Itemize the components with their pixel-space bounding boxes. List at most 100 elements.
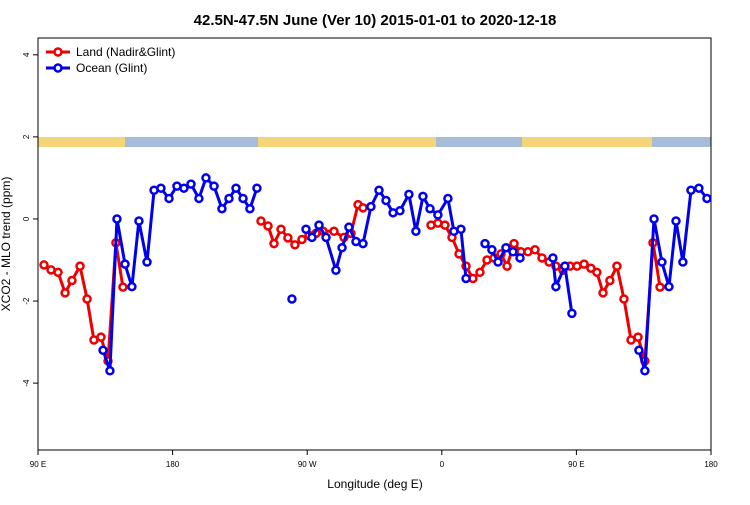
data-point xyxy=(331,265,341,276)
data-point xyxy=(358,238,368,249)
data-point xyxy=(657,257,667,267)
data-point xyxy=(224,193,234,204)
data-point xyxy=(186,179,196,189)
data-point xyxy=(433,210,443,220)
x-tick-label: 0 xyxy=(440,460,445,469)
data-point xyxy=(120,259,130,269)
legend-label: Ocean (Glint) xyxy=(76,61,147,75)
data-point xyxy=(461,273,471,284)
data-point xyxy=(598,288,608,298)
data-point xyxy=(75,261,85,271)
x-axis-label: Longitude (deg E) xyxy=(327,477,422,491)
y-tick-label: 0 xyxy=(22,216,31,221)
data-point xyxy=(314,220,324,230)
data-point xyxy=(487,244,497,255)
data-point xyxy=(127,281,137,292)
data-point xyxy=(329,226,339,237)
data-point xyxy=(456,224,466,234)
data-point xyxy=(179,183,189,193)
y-axis-label: XCO2 - MLO trend (ppm) xyxy=(0,177,13,312)
data-point xyxy=(454,249,464,259)
data-point xyxy=(671,216,681,226)
data-point xyxy=(501,242,511,253)
x-tick-label: 180 xyxy=(166,460,180,469)
data-point xyxy=(142,257,152,267)
data-point xyxy=(98,345,108,356)
data-point xyxy=(307,232,317,243)
data-point xyxy=(209,181,219,191)
data-point xyxy=(619,294,629,304)
chart-title: 42.5N-47.5N June (Ver 10) 2015-01-01 to … xyxy=(194,12,557,29)
data-point xyxy=(509,238,519,249)
x-tick-label: 90 E xyxy=(30,460,46,469)
data-point xyxy=(418,191,428,202)
data-point xyxy=(164,193,174,204)
data-point xyxy=(321,232,331,243)
data-point xyxy=(381,195,391,206)
data-point xyxy=(39,260,49,270)
data-point xyxy=(480,238,490,249)
data-point xyxy=(194,193,204,204)
data-point xyxy=(238,193,248,204)
data-point xyxy=(217,203,227,214)
data-point xyxy=(515,253,525,263)
data-point xyxy=(105,366,115,376)
data-point xyxy=(655,282,665,292)
land-ocean-strip xyxy=(38,137,711,147)
x-tick-label: 90 E xyxy=(568,460,584,469)
data-point xyxy=(502,261,512,271)
y-tick-label: -4 xyxy=(22,379,31,387)
data-point xyxy=(82,294,92,304)
data-point xyxy=(640,366,650,376)
data-point xyxy=(508,247,518,257)
data-point xyxy=(358,203,368,213)
y-tick-label: 2 xyxy=(22,134,31,139)
data-point xyxy=(560,261,570,271)
data-point xyxy=(411,226,421,237)
data-point xyxy=(112,214,122,224)
data-point xyxy=(475,267,485,278)
plot-frame xyxy=(37,37,712,451)
data-point xyxy=(551,281,561,292)
data-point xyxy=(201,173,211,183)
data-point xyxy=(96,332,106,342)
data-point xyxy=(53,267,63,278)
data-point xyxy=(530,244,540,255)
data-point xyxy=(493,257,503,267)
data-point xyxy=(374,185,384,195)
data-point xyxy=(297,234,307,245)
data-point xyxy=(67,275,77,286)
data-point xyxy=(633,332,643,342)
data-point xyxy=(605,275,615,286)
data-point xyxy=(256,216,266,226)
data-point xyxy=(263,221,273,231)
y-tick-label: 4 xyxy=(22,52,31,57)
data-point xyxy=(231,183,241,193)
data-point xyxy=(290,240,300,250)
data-point xyxy=(301,224,311,234)
data-point xyxy=(404,189,414,200)
y-tick-label: -2 xyxy=(22,297,31,305)
x-tick-label: 90 W xyxy=(298,460,317,469)
data-point xyxy=(649,214,659,224)
data-point xyxy=(678,257,688,267)
data-point xyxy=(283,233,293,243)
data-point xyxy=(366,201,376,212)
data-point xyxy=(586,263,596,273)
x-tick-label: 180 xyxy=(704,460,718,469)
data-point xyxy=(60,288,70,298)
data-point xyxy=(156,183,166,193)
data-point xyxy=(579,259,589,269)
legend-label: Land (Nadir&Glint) xyxy=(76,45,175,59)
data-point xyxy=(443,193,453,204)
data-point xyxy=(425,203,435,214)
data-point xyxy=(344,222,354,232)
data-point xyxy=(337,242,347,253)
data-point xyxy=(612,261,622,271)
data-point xyxy=(269,238,279,249)
data-point xyxy=(694,183,704,193)
data-point xyxy=(702,193,712,204)
data-point xyxy=(276,224,286,234)
data-point xyxy=(537,253,547,263)
